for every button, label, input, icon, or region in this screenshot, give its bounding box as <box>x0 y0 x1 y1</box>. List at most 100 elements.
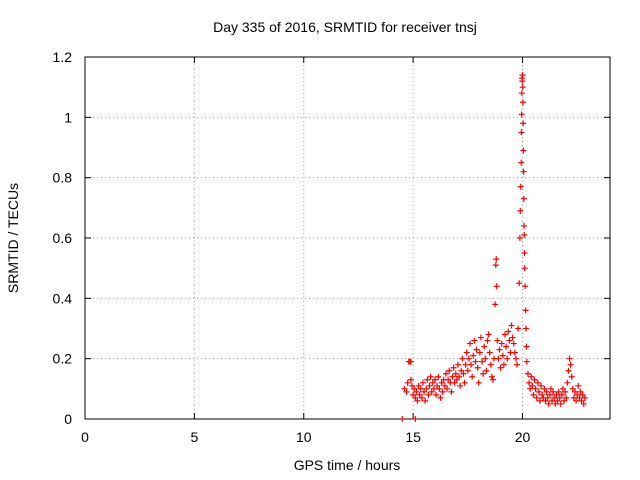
data-point <box>520 147 527 154</box>
data-point <box>554 397 561 404</box>
data-point <box>436 385 443 392</box>
data-point <box>438 379 445 386</box>
data-point <box>414 397 421 404</box>
data-point <box>461 379 468 386</box>
data-point <box>581 394 588 401</box>
y-tick-label: 1.2 <box>53 49 73 65</box>
data-point <box>563 394 570 401</box>
data-point <box>532 385 539 392</box>
data-point <box>492 262 499 269</box>
data-point <box>518 90 525 97</box>
data-point <box>521 222 528 229</box>
data-point <box>404 379 411 386</box>
data-point <box>475 379 482 386</box>
data-point <box>576 394 583 401</box>
data-point <box>454 361 461 368</box>
data-point <box>516 280 523 287</box>
data-point <box>559 385 566 392</box>
y-axis: 0 0.2 0.4 0.6 0.8 1 1.2 <box>53 49 610 427</box>
x-tick-label: 10 <box>296 429 312 445</box>
data-point <box>483 367 490 374</box>
data-point <box>413 388 420 395</box>
data-point <box>488 373 495 380</box>
x-axis-label: GPS time / hours <box>294 457 401 473</box>
data-point <box>542 397 549 404</box>
data-point <box>521 231 528 238</box>
data-point <box>434 382 441 389</box>
data-point <box>412 394 419 401</box>
data-point <box>534 379 541 386</box>
data-point <box>401 385 408 392</box>
data-point <box>418 394 425 401</box>
data-point <box>517 207 524 214</box>
data-point <box>510 340 517 347</box>
data-point <box>523 325 529 332</box>
data-point <box>520 120 527 127</box>
data-point <box>580 400 587 407</box>
data-point <box>409 382 416 389</box>
data-point <box>448 388 455 395</box>
data-point <box>427 373 434 380</box>
data-point <box>421 388 428 395</box>
data-point <box>546 391 553 398</box>
data-point <box>415 382 422 389</box>
data-point <box>555 388 562 395</box>
data-point <box>519 78 526 85</box>
data-point <box>457 382 464 389</box>
data-point <box>508 322 515 329</box>
data-point <box>474 364 481 371</box>
data-point <box>529 382 536 389</box>
data-point <box>572 388 578 395</box>
data-point <box>541 385 548 392</box>
data-point <box>515 325 522 332</box>
data-point <box>432 376 438 383</box>
x-axis: 0 5 10 15 20 <box>81 57 530 445</box>
data-point <box>519 72 526 79</box>
data-point <box>458 367 465 374</box>
data-point <box>485 331 492 338</box>
data-point <box>503 343 510 350</box>
data-point <box>479 358 486 365</box>
data-point <box>419 379 426 386</box>
data-point <box>417 385 424 392</box>
data-point <box>407 376 414 383</box>
data-point <box>416 391 423 398</box>
data-point <box>567 361 574 368</box>
data-point <box>520 195 527 202</box>
data-point <box>531 376 538 383</box>
data-point <box>429 379 436 386</box>
data-point <box>506 337 513 344</box>
data-point <box>568 373 575 380</box>
data-point <box>539 391 546 398</box>
data-point <box>528 373 535 380</box>
data-point <box>504 355 511 362</box>
data-point <box>562 388 569 395</box>
data-point <box>462 361 469 368</box>
data-point <box>527 385 534 392</box>
data-point <box>463 349 470 356</box>
data-point <box>467 340 473 347</box>
data-point <box>493 256 500 263</box>
data-point <box>518 159 525 166</box>
data-point <box>578 397 585 404</box>
data-point <box>442 370 449 377</box>
data-point <box>492 301 499 308</box>
data-point <box>481 343 488 350</box>
y-tick-label: 0.8 <box>53 170 73 186</box>
x-tick-label: 5 <box>190 429 198 445</box>
data-point <box>574 391 581 398</box>
data-point <box>524 370 531 377</box>
data-point <box>517 183 524 190</box>
data-point <box>487 361 494 368</box>
data-point <box>433 391 440 398</box>
grid <box>85 57 610 419</box>
data-point <box>425 391 432 398</box>
data-point <box>410 391 417 398</box>
data-point <box>505 328 512 335</box>
data-point <box>464 367 471 374</box>
data-point <box>523 358 530 365</box>
data-point <box>500 361 507 368</box>
data-point <box>543 388 550 395</box>
data-point <box>516 235 523 241</box>
data-point <box>495 355 502 362</box>
